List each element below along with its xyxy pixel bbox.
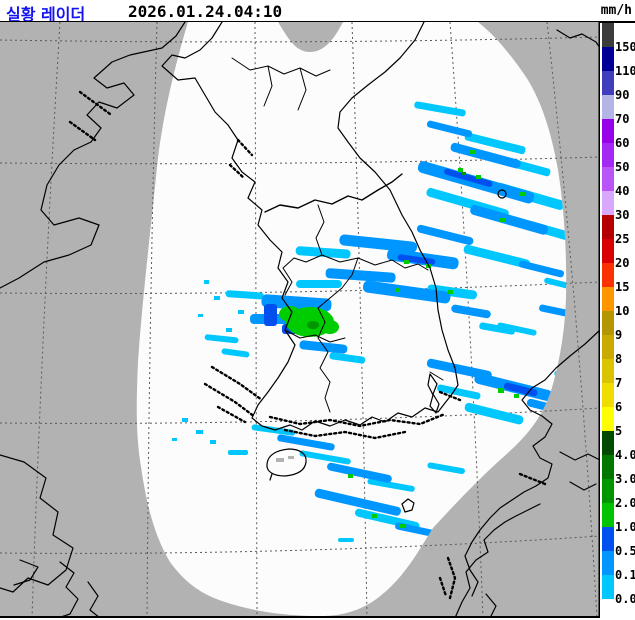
- legend-value-label: 10: [615, 304, 630, 318]
- legend-swatch: [602, 311, 614, 335]
- precipitation-echoes: [172, 46, 567, 542]
- legend-value-label: 6: [615, 400, 623, 414]
- legend-swatch: [602, 191, 614, 215]
- legend-swatch: [602, 47, 614, 71]
- legend-value-label: 1.0: [615, 520, 635, 534]
- legend-value-label: 40: [615, 184, 630, 198]
- legend-value-label: 0.5: [615, 544, 635, 558]
- legend-swatch: [602, 551, 614, 575]
- legend-swatch: [602, 95, 614, 119]
- legend-value-label: 5: [615, 424, 623, 438]
- legend-swatch: [602, 503, 614, 527]
- legend-value-label: 4.0: [615, 448, 635, 462]
- legend-value-label: 60: [615, 136, 630, 150]
- legend-swatch: [602, 479, 614, 503]
- legend-swatch: [602, 263, 614, 287]
- legend-value-label: 50: [615, 160, 630, 174]
- legend-swatch: [602, 215, 614, 239]
- legend-value-label: 8: [615, 352, 623, 366]
- legend-value-label: 7: [615, 376, 623, 390]
- legend-value-label: 110: [615, 64, 635, 78]
- legend-value-label: 70: [615, 112, 630, 126]
- legend-value-label: 3.0: [615, 472, 635, 486]
- legend-swatch: [602, 335, 614, 359]
- coastlines: [0, 22, 600, 618]
- legend-value-label: 30: [615, 208, 630, 222]
- legend-swatch: [602, 575, 614, 599]
- observation-timestamp: 2026.01.24.04:10: [128, 2, 283, 21]
- legend-swatch: [602, 455, 614, 479]
- legend-swatch: [602, 239, 614, 263]
- jeju-nodata-spots: [276, 456, 294, 462]
- unit-label: mm/h: [600, 3, 632, 18]
- radar-map: [0, 22, 600, 618]
- legend-cap: [602, 23, 614, 47]
- legend-swatch: [602, 407, 614, 431]
- legend-swatch: [602, 359, 614, 383]
- page-title: 실황 레이더: [6, 5, 86, 24]
- legend-value-label: 2.0: [615, 496, 635, 510]
- legend-value-label: 90: [615, 88, 630, 102]
- legend-swatch: [602, 383, 614, 407]
- legend-swatch: [602, 527, 614, 551]
- legend-value-label: 15: [615, 280, 630, 294]
- legend-swatch: [602, 143, 614, 167]
- legend-value-label: 9: [615, 328, 623, 342]
- legend-value-label: 150: [615, 40, 635, 54]
- legend-swatch: [602, 119, 614, 143]
- legend-value-label: 0.1: [615, 568, 635, 582]
- legend-swatch: [602, 599, 614, 617]
- legend-value-label: 20: [615, 256, 630, 270]
- legend-swatch: [602, 287, 614, 311]
- legend-value-label: 0.0: [615, 592, 635, 606]
- legend-colorbar: 150 110 90 70 60 50 40 30 25 20 15 10 9 8 7 6 5 4.0 3.0 2.0…: [600, 21, 635, 620]
- legend-value-label: 25: [615, 232, 630, 246]
- legend-swatch: [602, 167, 614, 191]
- map-bottom-border: [0, 616, 600, 618]
- legend-swatch: [602, 71, 614, 95]
- map-right-border: [598, 22, 600, 618]
- legend-swatch: [602, 431, 614, 455]
